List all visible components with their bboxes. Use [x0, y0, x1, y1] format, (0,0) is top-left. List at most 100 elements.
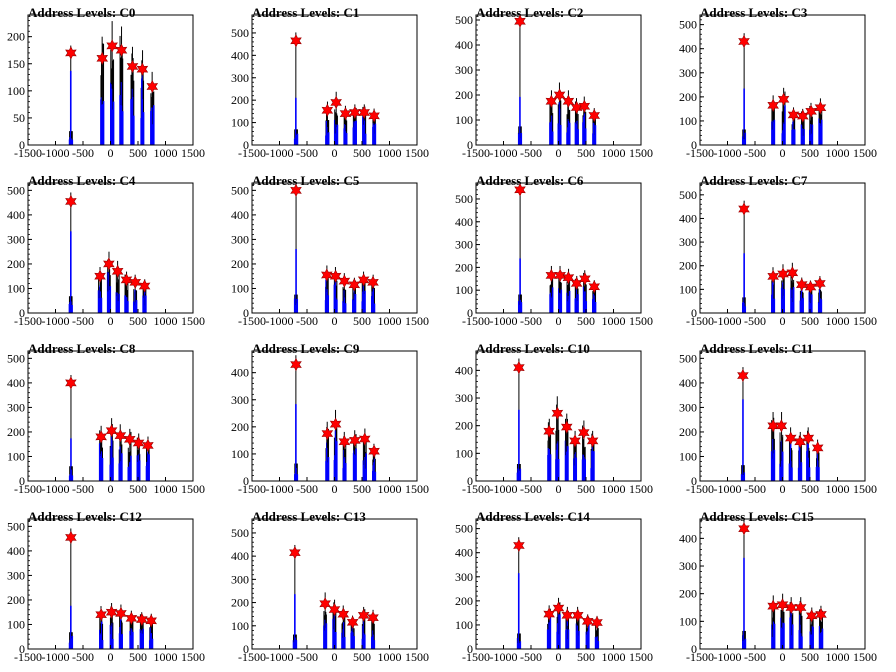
peak-marker	[126, 59, 139, 74]
peak-marker	[357, 273, 370, 287]
x-tick-label: 1500	[629, 146, 653, 160]
y-tick-label: 400	[231, 366, 249, 380]
peak-marker	[132, 436, 145, 450]
peak-marker	[814, 276, 826, 291]
x-tick-label: 1000	[154, 146, 178, 160]
peak-marker	[95, 430, 107, 444]
x-tick-label: -1500	[238, 482, 266, 496]
peak-marker	[786, 266, 799, 280]
peak-marker	[767, 599, 779, 613]
x-tick-label: -1000	[714, 650, 742, 664]
y-tick-label: 400	[7, 376, 25, 390]
peak-marker	[146, 79, 159, 94]
peak-marker	[115, 43, 128, 57]
peak-marker	[338, 435, 351, 449]
peak-marker	[578, 99, 591, 113]
peak-marker	[129, 275, 142, 290]
histogram-bars	[516, 358, 595, 481]
x-tick-label: 1500	[405, 482, 429, 496]
chart-plot: 0 100 200 300 400 500 -1500 -1000 -500 0 500 1000 15…	[679, 350, 877, 496]
peak-marker	[811, 441, 824, 455]
y-tick-label: 0	[467, 306, 473, 320]
chart-title: Address Levels: C12	[28, 509, 142, 524]
chart-title: Address Levels: C7	[700, 173, 808, 188]
x-tick-label: 1500	[405, 650, 429, 664]
y-tick-label: 200	[7, 593, 25, 607]
x-tick-label: -500	[296, 650, 318, 664]
histogram-bars	[517, 183, 597, 313]
peak-marker	[551, 406, 564, 420]
chart-title: Address Levels: C3	[700, 5, 808, 20]
x-tick-label: 500	[577, 482, 595, 496]
peak-marker	[368, 109, 380, 123]
y-tick-label: 0	[691, 306, 697, 320]
chart-title: Address Levels: C8	[28, 341, 136, 356]
peak-marker	[569, 434, 581, 448]
x-tick-label: -1500	[238, 650, 266, 664]
peak-marker	[784, 431, 797, 445]
chart-plot: 0 50 100 150 200 -1500 -1000 -500 0 500 1000 1500	[7, 14, 205, 160]
chart-panel: Address Levels: C1 0 100 200 300 400 500 -1500-…	[224, 0, 448, 168]
peak-marker	[145, 614, 157, 628]
histogram-bars	[516, 537, 600, 649]
chart-plot: 0 100 200 300 400 500 -1500 -1000 -500 0 500 1000 15…	[455, 182, 653, 328]
x-tick-label: 0	[332, 650, 338, 664]
x-tick-label: -1000	[714, 314, 742, 328]
peak-marker	[111, 264, 124, 278]
y-tick-label: 400	[7, 544, 25, 558]
y-tick-label: 0	[691, 642, 697, 656]
peak-marker	[348, 278, 361, 292]
y-tick-label: 200	[7, 30, 25, 44]
x-tick-label: 0	[332, 482, 338, 496]
peak-marker	[357, 608, 370, 623]
y-tick-label: 100	[231, 447, 249, 461]
x-tick-label: -500	[72, 146, 94, 160]
chart-panel: Address Levels: C2 0 100 200 300 400 500 -1500-…	[448, 0, 672, 168]
y-tick-label: 300	[231, 393, 249, 407]
peak-marker	[562, 270, 575, 285]
peak-marker	[767, 419, 779, 433]
peak-marker	[737, 368, 749, 383]
x-tick-label: -1000	[490, 146, 518, 160]
x-tick-label: -500	[520, 650, 542, 664]
y-tick-label: 500	[455, 13, 473, 27]
peak-marker	[65, 376, 77, 390]
y-tick-label: 300	[679, 235, 697, 249]
peak-marker	[586, 434, 599, 448]
peak-marker	[570, 276, 583, 291]
x-tick-label: 1500	[405, 314, 429, 328]
histogram-bars	[68, 192, 147, 313]
chart-plot: 0 100 200 300 400 500 -1500 -1000 -500 0 500 1000 15…	[231, 182, 429, 328]
y-tick-label: 300	[679, 559, 697, 573]
x-tick-label: 1500	[629, 314, 653, 328]
x-tick-label: -1000	[714, 146, 742, 160]
peak-marker	[588, 108, 601, 123]
x-tick-label: 500	[353, 482, 371, 496]
x-tick-label: -1500	[462, 482, 490, 496]
peak-marker	[513, 360, 525, 375]
x-tick-label: -1500	[14, 146, 42, 160]
x-tick-label: 500	[353, 650, 371, 664]
chart-plot: 0 100 200 300 400 -1500 -1000 -500 0 500 1000 1500	[455, 350, 653, 496]
histogram-bars	[741, 519, 824, 649]
peak-marker	[123, 432, 136, 446]
peak-marker	[805, 609, 818, 623]
x-tick-label: 500	[129, 314, 147, 328]
x-tick-label: -1500	[462, 146, 490, 160]
chart-panel: Address Levels: C6 0 100 200 300 400 500 -1500-…	[448, 168, 672, 336]
peak-marker	[95, 607, 107, 622]
y-tick-label: 100	[679, 614, 697, 628]
y-tick-label: 300	[455, 391, 473, 405]
peak-marker	[330, 95, 342, 110]
chart-panel: Address Levels: C4 0 100 200 300 400 500 -1500-…	[0, 168, 224, 336]
y-tick-label: 200	[679, 425, 697, 439]
peak-marker	[368, 444, 380, 458]
y-tick-label: 300	[679, 66, 697, 80]
y-tick-label: 500	[231, 26, 249, 40]
x-tick-label: 1500	[181, 314, 205, 328]
x-tick-label: 500	[577, 650, 595, 664]
histogram-bars	[741, 33, 823, 145]
x-tick-label: 500	[353, 314, 371, 328]
peak-marker	[591, 615, 603, 630]
x-tick-label: 0	[780, 314, 786, 328]
